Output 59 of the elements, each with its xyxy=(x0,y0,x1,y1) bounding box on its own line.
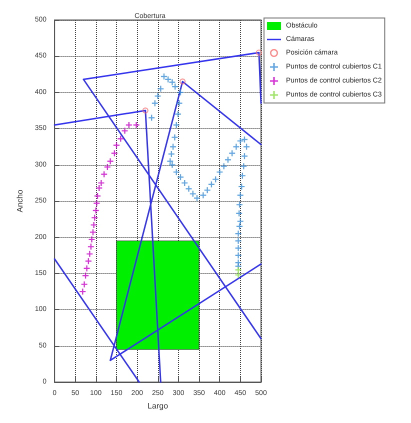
point xyxy=(107,158,114,164)
point xyxy=(235,266,242,273)
point xyxy=(122,128,128,134)
point xyxy=(85,258,92,264)
point xyxy=(98,180,104,186)
point xyxy=(84,265,90,272)
point xyxy=(86,250,93,257)
point xyxy=(236,202,243,208)
point xyxy=(235,272,242,278)
point xyxy=(235,238,242,244)
point xyxy=(81,281,88,288)
point xyxy=(114,142,120,148)
point xyxy=(158,86,164,92)
point xyxy=(142,108,148,114)
point xyxy=(237,192,244,198)
point xyxy=(111,150,118,156)
point xyxy=(172,134,178,140)
point xyxy=(190,190,196,197)
point xyxy=(118,136,124,142)
point xyxy=(212,176,219,182)
point xyxy=(94,200,100,206)
point xyxy=(152,100,158,106)
y-axis-title: Ancho xyxy=(16,189,24,212)
x-axis-title: Largo xyxy=(148,402,169,410)
point xyxy=(88,236,95,242)
point xyxy=(88,244,94,250)
point xyxy=(154,93,161,100)
point xyxy=(229,150,236,156)
point xyxy=(237,218,244,224)
point xyxy=(186,186,192,192)
point xyxy=(180,78,186,85)
point xyxy=(204,187,210,194)
point xyxy=(176,100,182,106)
point xyxy=(169,162,176,168)
point xyxy=(170,144,176,150)
point xyxy=(90,222,97,228)
point xyxy=(200,192,206,198)
point xyxy=(235,245,242,252)
point xyxy=(169,79,176,86)
point xyxy=(235,230,242,237)
point xyxy=(235,252,242,258)
point xyxy=(148,114,155,121)
point xyxy=(101,171,108,178)
point xyxy=(224,156,231,163)
point xyxy=(167,158,174,164)
point xyxy=(240,163,247,170)
point xyxy=(216,169,223,176)
point xyxy=(244,144,250,150)
point xyxy=(92,214,98,221)
point xyxy=(96,185,102,192)
point xyxy=(220,163,227,170)
point xyxy=(80,288,86,295)
point xyxy=(239,172,246,179)
point xyxy=(90,229,96,236)
point xyxy=(233,144,240,150)
point xyxy=(177,174,184,180)
point xyxy=(256,50,262,56)
point xyxy=(133,122,140,128)
point xyxy=(194,195,200,202)
